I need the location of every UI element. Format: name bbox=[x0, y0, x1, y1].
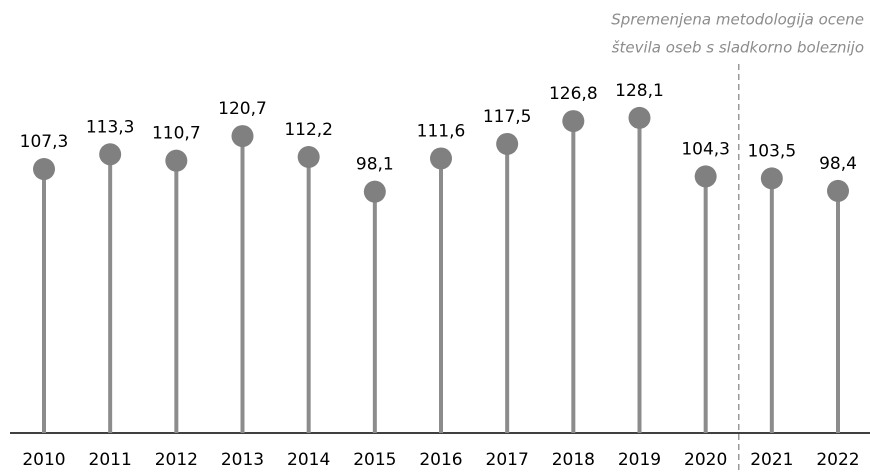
data-label: 120,7 bbox=[218, 99, 267, 119]
x-tick-label: 2021 bbox=[750, 450, 793, 470]
data-label: 111,6 bbox=[417, 121, 466, 141]
data-label: 110,7 bbox=[152, 124, 201, 144]
dot bbox=[694, 165, 717, 188]
dot bbox=[231, 125, 254, 148]
x-tick-label: 2010 bbox=[22, 450, 65, 470]
x-tick-label: 2015 bbox=[353, 450, 396, 470]
dot bbox=[562, 110, 585, 133]
dot bbox=[363, 180, 386, 203]
x-tick-label: 2019 bbox=[618, 450, 661, 470]
dot bbox=[496, 132, 519, 155]
annotation: števila oseb s sladkorno boleznijo bbox=[612, 39, 864, 57]
data-label: 98,4 bbox=[819, 154, 857, 174]
x-tick-label: 2022 bbox=[816, 450, 859, 470]
dot bbox=[430, 147, 452, 170]
data-label: 113,3 bbox=[86, 117, 135, 137]
dot bbox=[99, 143, 122, 166]
data-label: 103,5 bbox=[747, 141, 796, 161]
data-label: 117,5 bbox=[483, 107, 532, 127]
x-tick-label: 2017 bbox=[486, 450, 529, 470]
x-tick-label: 2011 bbox=[89, 450, 132, 470]
data-label: 107,3 bbox=[20, 132, 69, 152]
dot bbox=[827, 179, 849, 202]
data-label: 126,8 bbox=[549, 84, 598, 104]
dot bbox=[628, 106, 651, 129]
data-label: 112,2 bbox=[284, 120, 333, 140]
x-tick-label: 2014 bbox=[287, 450, 330, 470]
x-tick-label: 2018 bbox=[552, 450, 595, 470]
data-label: 104,3 bbox=[681, 139, 730, 159]
dot bbox=[33, 158, 55, 181]
x-tick-label: 2020 bbox=[684, 450, 727, 470]
data-label: 98,1 bbox=[356, 155, 394, 175]
x-tick-label: 2016 bbox=[419, 450, 462, 470]
dot bbox=[760, 167, 783, 190]
dot bbox=[297, 145, 320, 168]
dot bbox=[165, 149, 188, 172]
annotation: Spremenjena metodologija ocene bbox=[611, 11, 864, 29]
data-label: 128,1 bbox=[615, 81, 664, 101]
x-tick-label: 2013 bbox=[221, 450, 264, 470]
x-tick-label: 2012 bbox=[155, 450, 198, 470]
